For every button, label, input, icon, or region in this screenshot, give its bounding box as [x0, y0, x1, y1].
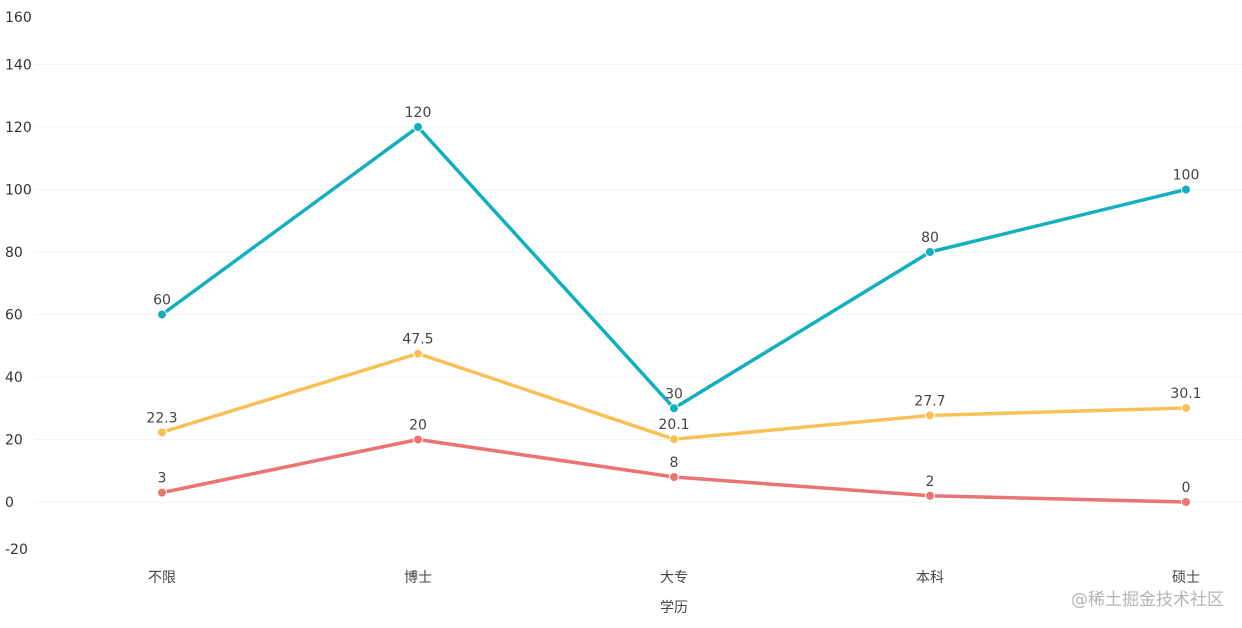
y-tick-label: 60 — [5, 308, 23, 324]
data-point — [669, 472, 679, 482]
y-tick-label: 160 — [5, 10, 32, 26]
data-label: 20 — [409, 418, 427, 434]
data-label: 22.3 — [146, 410, 177, 426]
data-label: 3 — [158, 471, 167, 487]
data-point — [157, 427, 167, 438]
data-label: 30 — [665, 386, 683, 402]
data-point — [413, 434, 423, 445]
x-axis-label: 学历 — [660, 600, 688, 616]
data-label: 120 — [405, 105, 432, 121]
grid-lines — [35, 64, 1242, 503]
data-point — [925, 410, 935, 421]
data-point — [669, 403, 679, 414]
x-tick-label: 硕士 — [1172, 570, 1200, 586]
x-tick-label: 本科 — [916, 570, 944, 586]
x-tick-label: 大专 — [660, 570, 688, 586]
y-tick-label: -20 — [5, 542, 28, 558]
data-point — [157, 487, 167, 498]
data-point — [1181, 184, 1191, 195]
data-label: 27.7 — [914, 393, 945, 409]
y-tick-label: 40 — [5, 370, 23, 386]
data-point — [669, 434, 679, 445]
data-label: 60 — [153, 293, 171, 309]
data-point — [925, 247, 935, 257]
y-tick-label: 120 — [5, 120, 32, 136]
data-point — [925, 490, 935, 501]
y-tick-label: 80 — [5, 245, 23, 261]
data-label: 100 — [1173, 168, 1200, 184]
data-label: 30.1 — [1170, 386, 1201, 402]
y-tick-label: 140 — [5, 58, 32, 74]
data-point — [413, 348, 423, 359]
data-label: 80 — [921, 230, 939, 246]
y-axis-ticks: -20 0 20 40 60 80 100 120 140 160 — [5, 10, 32, 558]
x-tick-label: 不限 — [148, 570, 176, 586]
data-point — [1181, 497, 1191, 507]
data-label: 2 — [926, 474, 935, 490]
x-tick-label: 博士 — [404, 569, 432, 586]
data-label: 0 — [1182, 480, 1191, 496]
y-tick-label: 100 — [5, 183, 32, 199]
series-line — [160, 125, 1187, 410]
data-point — [1181, 402, 1191, 413]
data-point — [157, 309, 167, 320]
data-label: 47.5 — [402, 332, 433, 348]
y-tick-label: 20 — [5, 433, 23, 449]
data-label: 20.1 — [658, 417, 689, 433]
y-tick-label: 0 — [5, 495, 14, 511]
x-axis-ticks: 不限 博士 大专 本科 硕士 — [148, 569, 1200, 586]
watermark: @稀土掘金技术社区 — [1071, 590, 1224, 610]
data-label: 8 — [670, 455, 679, 471]
data-point — [413, 122, 423, 132]
